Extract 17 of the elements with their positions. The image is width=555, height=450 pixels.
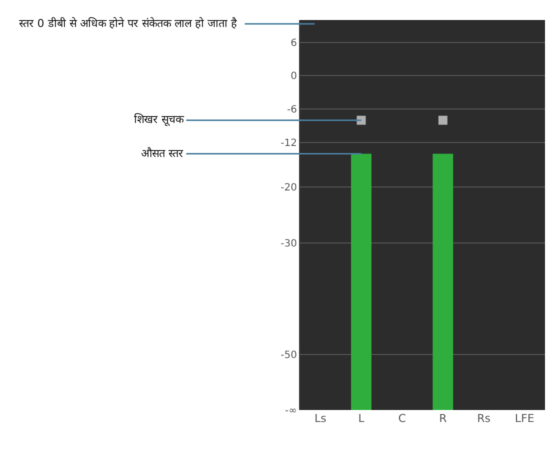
x-tick-label: LFE [514, 412, 534, 425]
annotation: शिखर सूचक [134, 113, 184, 127]
y-tick-label: -∞ [285, 406, 297, 416]
x-tick-label: R [439, 412, 448, 425]
y-tick-label: -30 [280, 238, 297, 250]
x-tick-label: L [358, 412, 366, 425]
x-tick-label: C [398, 412, 406, 425]
y-tick-label: -12 [280, 138, 297, 150]
y-tick-label: -6 [287, 104, 297, 116]
annotation: औसत स्तर [141, 147, 184, 160]
x-tick-label: Ls [314, 412, 327, 425]
x-tick-label: Rs [477, 412, 491, 425]
y-tick-label: 0 [290, 71, 297, 82]
y-tick-label: -20 [280, 182, 297, 194]
y-tick-label: -50 [280, 350, 297, 361]
text: स्तर 0 डीबी से अधिक होने पर संकेतक लाल हो जाता है [18, 17, 238, 30]
y-tick-label: 6 [290, 38, 297, 49]
